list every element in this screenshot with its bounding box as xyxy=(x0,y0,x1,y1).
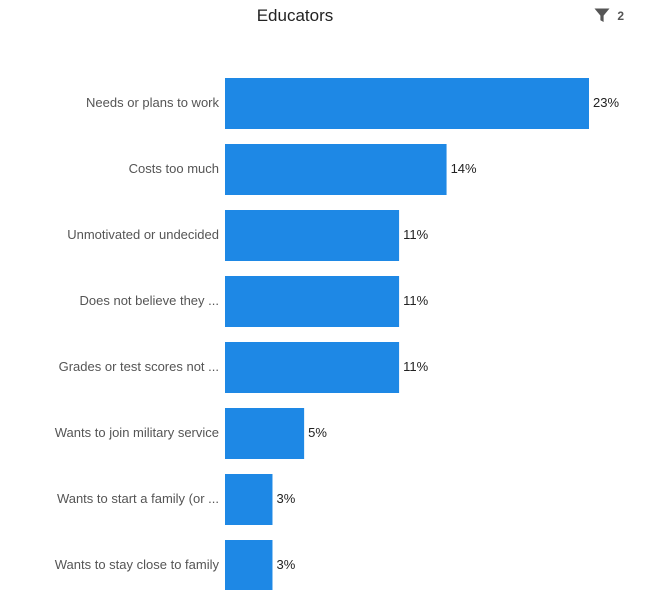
bar[interactable] xyxy=(225,342,400,393)
value-label: 11% xyxy=(403,293,428,308)
value-label: 5% xyxy=(308,425,327,440)
chart-title: Educators xyxy=(256,6,334,25)
value-label: 23% xyxy=(593,95,619,110)
bar[interactable] xyxy=(225,276,400,327)
category-label: Costs too much xyxy=(129,161,219,176)
bar[interactable] xyxy=(225,540,273,590)
bar[interactable] xyxy=(225,78,589,129)
value-label: 11% xyxy=(403,227,428,242)
category-label: Needs or plans to work xyxy=(86,95,219,110)
bar[interactable] xyxy=(225,144,447,195)
filter-count: 2 xyxy=(617,8,624,23)
category-label: Unmotivated or undecided xyxy=(67,227,219,242)
bar[interactable] xyxy=(225,210,400,261)
category-label: Wants to start a family (or ... xyxy=(57,491,219,506)
category-label: Grades or test scores not ... xyxy=(59,359,219,374)
value-label: 11% xyxy=(403,359,428,374)
value-label: 3% xyxy=(276,491,295,506)
category-label: Wants to join military service xyxy=(55,425,219,440)
filter-button[interactable]: 2 xyxy=(594,8,624,23)
value-label: 14% xyxy=(451,161,477,176)
bar[interactable] xyxy=(225,474,273,525)
filter-icon xyxy=(594,8,610,23)
category-label: Does not believe they ... xyxy=(80,293,219,308)
bar[interactable] xyxy=(225,408,305,459)
category-label: Wants to stay close to family xyxy=(55,557,220,572)
value-label: 3% xyxy=(276,557,295,572)
